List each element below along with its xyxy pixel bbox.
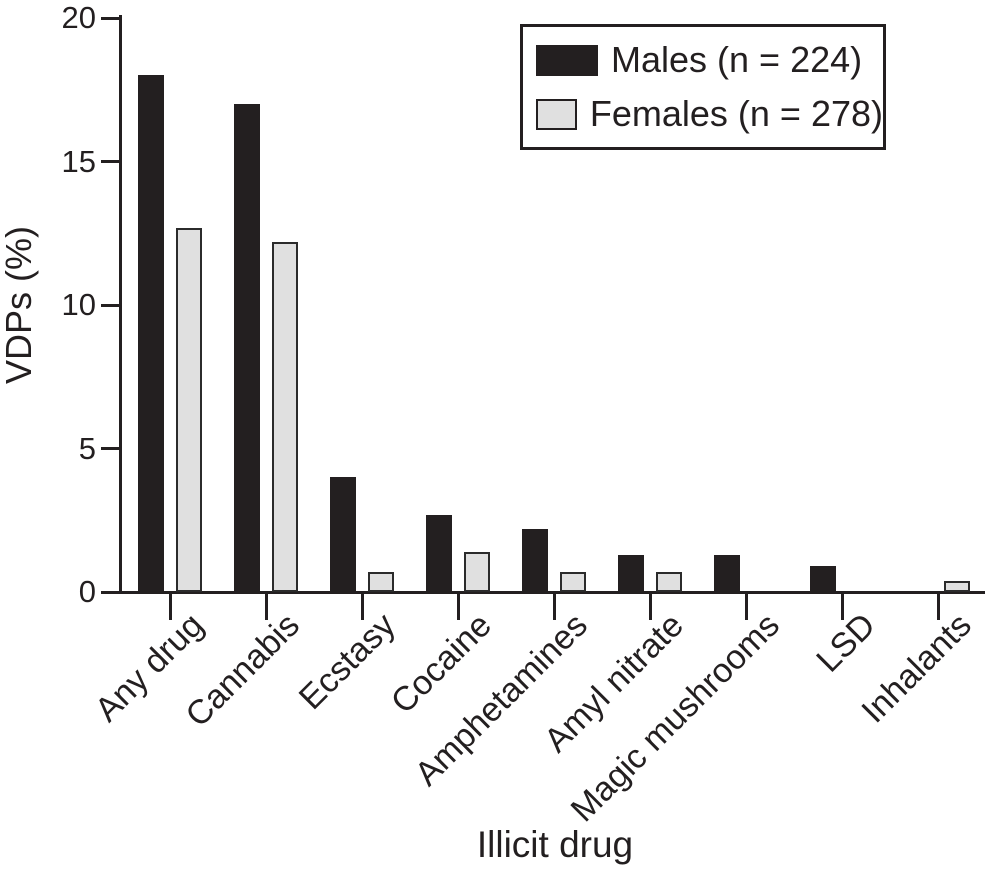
bar-males-cocaine: [426, 515, 452, 592]
bar-males-ecstasy: [330, 477, 356, 592]
y-tick: [101, 447, 121, 450]
y-tick: [101, 303, 121, 307]
bar-males-amyl-nitrate: [618, 555, 644, 592]
legend-swatch-females: [536, 98, 577, 130]
x-tick: [360, 594, 364, 620]
y-tick-label: 20: [61, 0, 96, 35]
bar-males-cannabis: [234, 104, 260, 592]
legend: Males (n = 224) Females (n = 278): [520, 24, 886, 150]
bar-females-any-drug: [176, 228, 202, 592]
legend-row-females: Females (n = 278): [523, 93, 883, 135]
x-tick: [648, 594, 652, 620]
legend-swatch-males: [536, 44, 598, 76]
x-axis-line: [119, 591, 985, 594]
y-tick-label: 5: [78, 430, 96, 466]
y-tick: [101, 160, 121, 163]
bar-males-lsd: [810, 566, 836, 592]
x-tick: [552, 594, 556, 620]
x-tick: [168, 594, 172, 620]
bar-males-amphetamines: [522, 529, 548, 592]
x-tick: [264, 594, 268, 620]
legend-label-males: Males (n = 224): [611, 39, 863, 80]
bar-females-cannabis: [272, 242, 298, 592]
y-tick-label: 10: [61, 287, 96, 322]
bar-females-inhalants: [944, 581, 970, 592]
bar-males-magic-mushrooms: [714, 555, 740, 592]
x-tick: [744, 594, 748, 620]
x-axis-title: Illicit drug: [476, 824, 634, 865]
x-tick: [456, 594, 460, 620]
legend-row-males: Males (n = 224): [523, 39, 883, 81]
x-tick: [840, 594, 844, 620]
bar-females-amphetamines: [560, 572, 586, 592]
bar-females-ecstasy: [368, 572, 394, 592]
y-tick-label: 0: [78, 574, 96, 609]
legend-label-females: Females (n = 278): [589, 93, 883, 134]
y-tick: [101, 590, 121, 594]
bar-females-amyl-nitrate: [656, 572, 682, 592]
bar-females-cocaine: [464, 552, 490, 592]
y-tick: [101, 16, 121, 20]
y-tick-label: 15: [61, 143, 96, 179]
x-tick: [936, 594, 940, 620]
bar-males-any-drug: [138, 75, 164, 592]
